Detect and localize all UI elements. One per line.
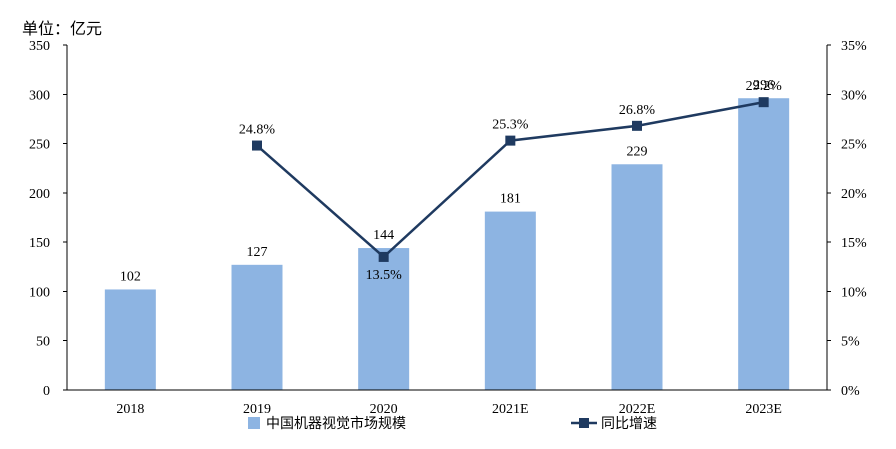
bar-value-label: 296 bbox=[753, 78, 774, 93]
x-axis-labels: 2018 2019 2020 2021E 2022E 2023E bbox=[116, 402, 782, 417]
growth-value-label: 29.2% bbox=[746, 79, 783, 94]
right-tick-label: 25% bbox=[841, 138, 867, 153]
growth-marker bbox=[252, 140, 262, 151]
growth-marker bbox=[505, 135, 516, 146]
left-tick-label: 250 bbox=[29, 138, 50, 153]
bar-value-label: 127 bbox=[247, 245, 268, 260]
left-tick-label: 300 bbox=[29, 88, 50, 103]
growth-value-label: 26.8% bbox=[619, 103, 656, 118]
growth-value-label: 13.5% bbox=[366, 268, 403, 283]
right-tick-label: 5% bbox=[841, 335, 860, 350]
data-labels: 102 127 144 181 229 296 24.8% 13.5% 25.3% 26.8% 29… bbox=[120, 78, 782, 284]
legend-bar-swatch bbox=[248, 417, 260, 429]
bar bbox=[484, 211, 536, 390]
bar bbox=[358, 248, 410, 390]
bar-value-label: 102 bbox=[120, 269, 141, 284]
right-tick-label: 10% bbox=[841, 285, 867, 300]
bar bbox=[611, 164, 663, 390]
right-axis-ticks: 0% 5% 10% 15% 20% 25% 30% 35% bbox=[827, 39, 867, 399]
left-tick-label: 0 bbox=[43, 384, 50, 399]
bar-value-label: 144 bbox=[373, 228, 394, 243]
left-tick-label: 100 bbox=[29, 285, 50, 300]
growth-value-label: 25.3% bbox=[492, 118, 529, 133]
legend-bar-label: 中国机器视觉市场规模 bbox=[266, 415, 406, 432]
left-tick-label: 150 bbox=[29, 236, 50, 251]
growth-marker bbox=[632, 120, 642, 131]
x-tick-label: 2021E bbox=[492, 402, 529, 417]
bar-value-label: 229 bbox=[627, 144, 648, 159]
right-tick-label: 30% bbox=[841, 88, 867, 103]
right-tick-label: 20% bbox=[841, 187, 867, 202]
bar bbox=[738, 98, 790, 390]
left-tick-label: 50 bbox=[36, 335, 50, 350]
growth-value-label: 24.8% bbox=[239, 123, 276, 138]
legend-line-label: 同比增速 bbox=[601, 416, 657, 432]
growth-line bbox=[252, 97, 769, 262]
x-tick-label: 2020 bbox=[370, 402, 398, 417]
legend-line-marker bbox=[579, 418, 589, 428]
x-tick-label: 2019 bbox=[243, 402, 271, 417]
unit-label: 单位：亿元 bbox=[22, 19, 102, 38]
x-tick-label: 2022E bbox=[619, 402, 656, 417]
left-tick-label: 350 bbox=[29, 39, 50, 54]
x-tick-label: 2018 bbox=[116, 402, 144, 417]
legend: 中国机器视觉市场规模 同比增速 bbox=[248, 415, 657, 432]
right-tick-label: 0% bbox=[841, 384, 860, 399]
bar-value-label: 181 bbox=[500, 192, 521, 207]
left-tick-label: 200 bbox=[29, 187, 50, 202]
growth-marker bbox=[758, 97, 769, 108]
right-tick-label: 35% bbox=[841, 39, 867, 54]
axes bbox=[66, 45, 828, 391]
bar bbox=[104, 289, 156, 390]
right-tick-label: 15% bbox=[841, 236, 867, 251]
x-tick-label: 2023E bbox=[745, 402, 782, 417]
left-axis-ticks: 0 50 100 150 200 250 300 350 bbox=[29, 39, 67, 399]
growth-marker bbox=[378, 251, 389, 262]
bar bbox=[231, 264, 283, 390]
bars bbox=[104, 98, 790, 390]
